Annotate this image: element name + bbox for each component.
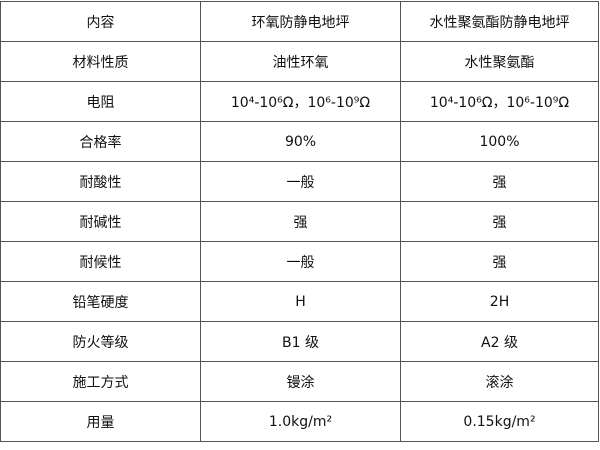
row-label-cell: 耐酸性 [0, 161, 201, 202]
value-cell: 90% [200, 121, 401, 162]
row-label-cell: 耐候性 [0, 241, 201, 282]
table-row: 铅笔硬度 H 2H [0, 281, 599, 322]
value-cell: A2 级 [400, 321, 599, 362]
value-cell: B1 级 [200, 321, 401, 362]
value-cell: 10⁴-10⁶Ω，10⁶-10⁹Ω [400, 81, 599, 122]
header-cell: 内容 [0, 1, 201, 42]
value-cell: 1.0kg/m² [200, 401, 401, 442]
value-cell: 油性环氧 [200, 41, 401, 82]
row-label-cell: 防火等级 [0, 321, 201, 362]
row-label-cell: 材料性质 [0, 41, 201, 82]
header-cell: 环氧防静电地坪 [200, 1, 401, 42]
value-cell: 100% [400, 121, 599, 162]
value-cell: 强 [400, 201, 599, 242]
row-label-cell: 合格率 [0, 121, 201, 162]
value-cell: 一般 [200, 241, 401, 282]
row-label-cell: 施工方式 [0, 361, 201, 402]
table-row: 合格率 90% 100% [0, 121, 599, 162]
table-row: 施工方式 镘涂 滚涂 [0, 361, 599, 402]
table-row: 电阻 10⁴-10⁶Ω，10⁶-10⁹Ω 10⁴-10⁶Ω，10⁶-10⁹Ω [0, 81, 599, 122]
row-label-cell: 铅笔硬度 [0, 281, 201, 322]
row-label-cell: 耐碱性 [0, 201, 201, 242]
table-row: 耐碱性强强 [0, 201, 599, 242]
table-row: 耐酸性 一般强 [0, 161, 599, 202]
header-row: 内容 环氧防静电地坪 水性聚氨酯防静电地坪 [0, 1, 599, 42]
value-cell: H [200, 281, 401, 322]
value-cell: 10⁴-10⁶Ω，10⁶-10⁹Ω [200, 81, 401, 122]
value-cell: 一般 [200, 161, 401, 202]
value-cell: 滚涂 [400, 361, 599, 402]
value-cell: 强 [400, 241, 599, 282]
table-row: 用量 1.0kg/m² 0.15kg/m² [0, 401, 599, 442]
value-cell: 2H [400, 281, 599, 322]
value-cell: 镘涂 [200, 361, 401, 402]
row-label-cell: 用量 [0, 401, 201, 442]
header-cell: 水性聚氨酯防静电地坪 [400, 1, 599, 42]
value-cell: 0.15kg/m² [400, 401, 599, 442]
value-cell: 水性聚氨酯 [400, 41, 599, 82]
table-row: 防火等级 B1 级 A2 级 [0, 321, 599, 362]
row-label-cell: 电阻 [0, 81, 201, 122]
value-cell: 强 [200, 201, 401, 242]
comparison-table: 内容 环氧防静电地坪 水性聚氨酯防静电地坪 材料性质 油性环氧 水性聚氨酯 电阻 10⁴… [0, 1, 599, 442]
table-row: 耐候性 一般强 [0, 241, 599, 282]
value-cell: 强 [400, 161, 599, 202]
table-row: 材料性质 油性环氧 水性聚氨酯 [0, 41, 599, 82]
